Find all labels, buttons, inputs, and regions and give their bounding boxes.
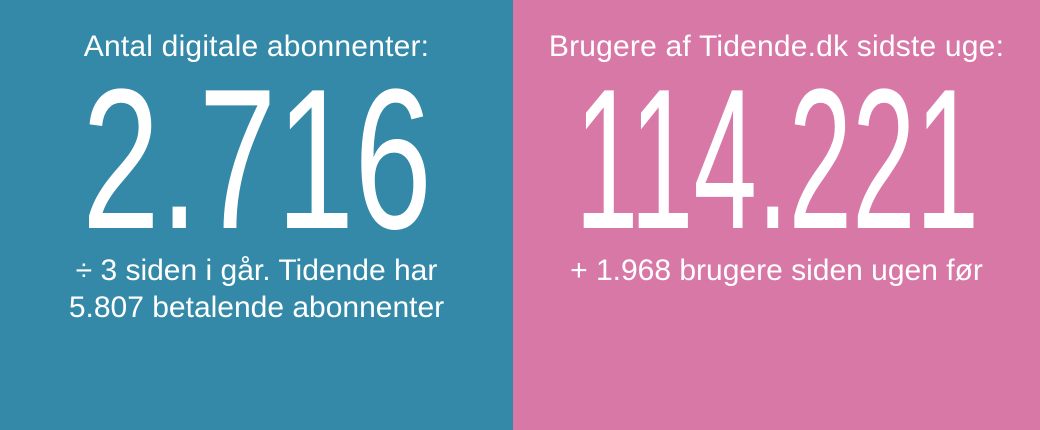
digital-subscribers-note-line2: 5.807 betalende abonnenter xyxy=(68,291,445,324)
weekly-users-note: + 1.968 brugere siden ugen før xyxy=(570,252,983,289)
digital-subscribers-title: Antal digitale abonnenter: xyxy=(83,30,430,63)
digital-subscribers-note-line1: ÷ 3 siden i går. Tidende har xyxy=(75,254,438,287)
weekly-users-note-line1: + 1.968 brugere siden ugen før xyxy=(570,254,983,287)
digital-subscribers-panel: Antal digitale abonnenter: 2.716 ÷ 3 sid… xyxy=(0,0,513,430)
weekly-users-count: 114.221 xyxy=(575,72,979,244)
digital-subscribers-count-figure: 2.716 xyxy=(82,72,432,244)
weekly-users-title: Brugere af Tidende.dk sidste uge: xyxy=(548,30,1005,63)
weekly-users-panel: Brugere af Tidende.dk sidste uge: 114.22… xyxy=(513,0,1040,430)
digital-subscribers-count: 2.716 xyxy=(82,72,432,244)
weekly-users-count-figure: 114.221 xyxy=(575,72,979,244)
digital-subscribers-note: ÷ 3 siden i går. Tidende har 5.807 betal… xyxy=(69,252,444,326)
